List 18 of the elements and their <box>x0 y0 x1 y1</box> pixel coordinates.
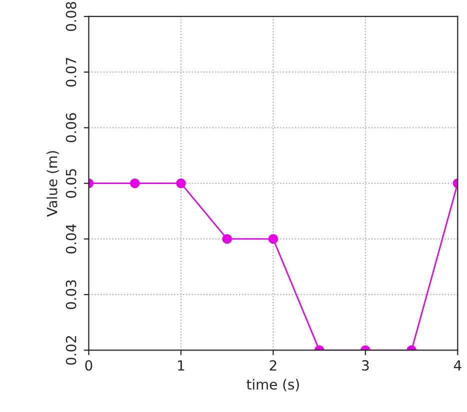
y-axis-title: Value (m) <box>46 151 59 217</box>
x-tick-label: 4 <box>454 360 462 370</box>
point <box>176 178 186 188</box>
y-tick-label: 0.06 <box>66 113 76 142</box>
y-tick-label: 0.05 <box>66 169 76 198</box>
x-tick-label: 0 <box>85 360 92 371</box>
y-tick-label: 0.04 <box>66 224 76 254</box>
x-tick-label: 1 <box>178 360 184 370</box>
x-axis-title: time (s) <box>246 378 299 392</box>
point <box>268 234 278 244</box>
point <box>130 178 140 188</box>
y-tick-label: 0.07 <box>66 58 76 87</box>
y-tick-label: 0.08 <box>66 2 76 32</box>
point <box>222 234 232 244</box>
x-tick-label: 3 <box>362 360 369 371</box>
y-tick-label: 0.02 <box>66 336 76 365</box>
x-tick-label: 2 <box>270 360 276 370</box>
y-tick-label: 0.03 <box>66 280 76 310</box>
